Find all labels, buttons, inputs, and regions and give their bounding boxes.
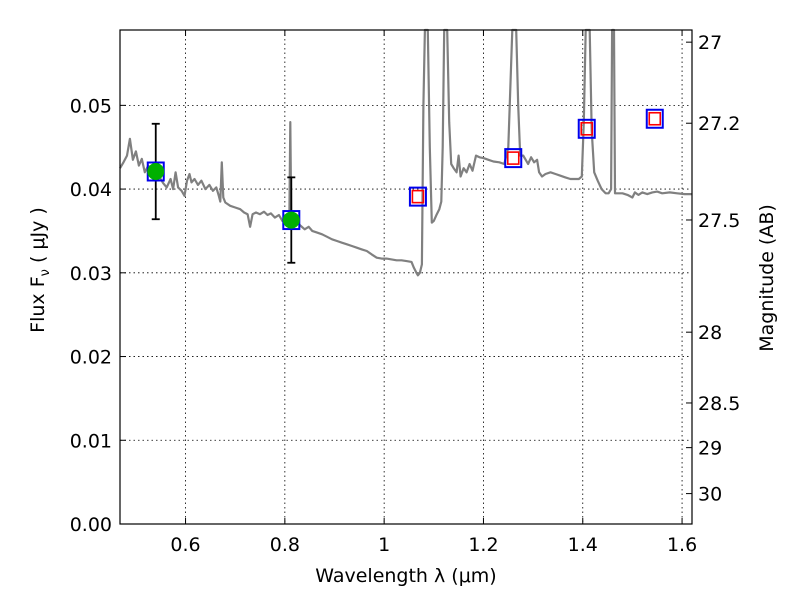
photometry-layer bbox=[146, 108, 664, 264]
limit-box-2 bbox=[580, 122, 594, 136]
y-tick-label-5: 0.05 bbox=[70, 95, 112, 117]
x-tick-label-5: 1.6 bbox=[667, 534, 697, 556]
x-tick-label-1: 0.8 bbox=[270, 534, 300, 556]
y-tick-label-4: 0.04 bbox=[70, 179, 112, 201]
y2-tick-label-5: 29 bbox=[698, 438, 722, 460]
y-tick-label-1: 0.01 bbox=[70, 430, 112, 452]
model-photometry-box-3 bbox=[504, 148, 523, 169]
y2-tick-label-0: 27 bbox=[698, 32, 722, 54]
observed-point-1 bbox=[282, 211, 300, 229]
x-tick-label-4: 1.4 bbox=[568, 534, 598, 556]
plot-frame bbox=[119, 29, 693, 525]
y-axis-label-sub: ν bbox=[38, 269, 53, 276]
limit-box-0 bbox=[411, 189, 425, 204]
y2-tick-label-1: 27.2 bbox=[698, 113, 740, 135]
x-axis-label: Wavelength λ (μm) bbox=[315, 565, 496, 587]
x-tick-label-0: 0.6 bbox=[170, 534, 200, 556]
y-tick-label-0: 0.00 bbox=[70, 514, 112, 536]
x-tick-label-2: 1 bbox=[378, 534, 390, 556]
model-spectrum-layer bbox=[119, 28, 692, 277]
y2-tick-label-6: 30 bbox=[698, 484, 722, 506]
axis-ticks: 0.6 0.8 1 1.2 1.4 1.6 0.00 0.01 0.02 0.03 0.04 0.05… bbox=[70, 30, 740, 556]
observed-point-0 bbox=[147, 163, 165, 181]
y2-tick-label-4: 28.5 bbox=[698, 393, 740, 415]
secondary-y-axis-label: Magnitude (AB) bbox=[756, 204, 778, 352]
grid-lines bbox=[120, 30, 692, 525]
y2-tick-label-2: 27.5 bbox=[698, 210, 740, 232]
y-tick-label-3: 0.03 bbox=[70, 263, 112, 285]
model-photometry-box-5 bbox=[645, 108, 664, 129]
y-axis-label: Flux Fν ( μJy ) bbox=[27, 207, 53, 333]
y2-tick-label-3: 28 bbox=[698, 322, 722, 344]
model-spectrum-line bbox=[119, 28, 692, 277]
y-axis-label-unit: ( μJy ) bbox=[27, 207, 49, 269]
y-tick-label-2: 0.02 bbox=[70, 347, 112, 369]
y-axis-label-main: Flux F bbox=[27, 276, 49, 332]
x-tick-label-3: 1.2 bbox=[468, 534, 498, 556]
model-photometry-box-4 bbox=[577, 118, 596, 139]
limit-box-3 bbox=[648, 111, 662, 126]
limit-box-1 bbox=[506, 151, 520, 165]
model-photometry-box-2 bbox=[408, 186, 427, 207]
